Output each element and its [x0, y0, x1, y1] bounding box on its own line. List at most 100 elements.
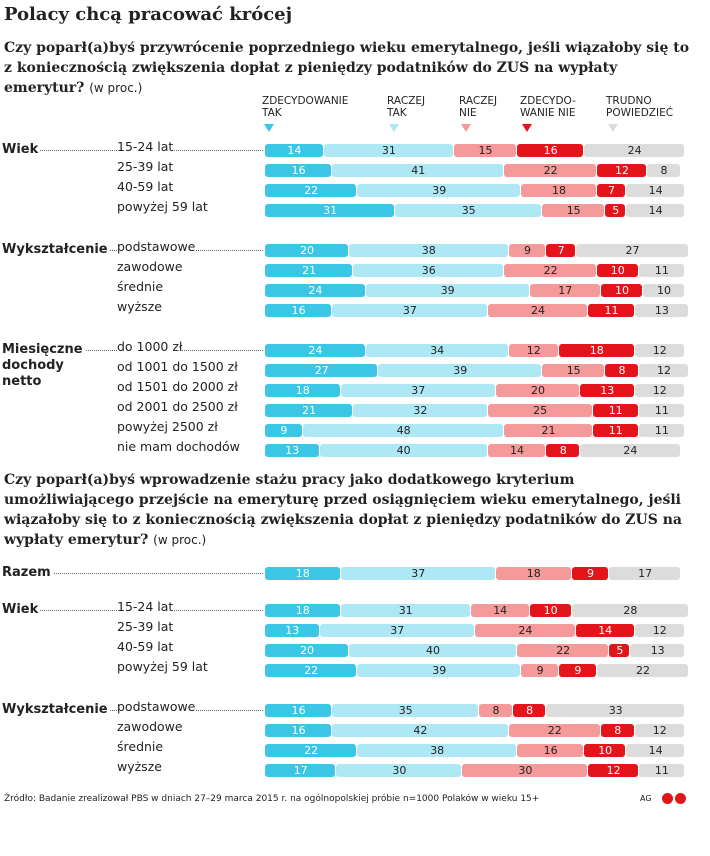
bar-segment	[517, 644, 609, 657]
value-label: 17	[558, 284, 573, 297]
question-text: Czy poparł(a)byś wprowadzenie stażu prac…	[4, 472, 682, 548]
value-label: 10	[598, 744, 613, 757]
value-label: 12	[615, 164, 629, 177]
value-label: 8	[614, 724, 622, 737]
value-label: 14	[493, 604, 508, 617]
bar-segment	[378, 364, 542, 377]
value-label: 28	[623, 604, 638, 617]
value-label: 25	[533, 404, 548, 417]
value-label: 16	[291, 704, 306, 717]
unit-note: (w proc.)	[153, 533, 207, 547]
bar-segment	[340, 567, 495, 580]
bar-segment	[365, 284, 529, 297]
bar-segment	[332, 164, 504, 177]
bar-segment	[521, 664, 558, 677]
value-label: 24	[623, 444, 638, 457]
category-label: od 2001 do 2500 zł	[117, 399, 238, 414]
category-label: średnie	[117, 739, 164, 754]
value-label: 37	[402, 304, 417, 317]
bar-segment	[265, 204, 395, 217]
category-label: od 1501 do 2000 zł	[117, 379, 238, 394]
value-label: 31	[398, 604, 413, 617]
value-label: 37	[411, 567, 426, 580]
value-label: 9	[536, 664, 544, 677]
bar-segment	[559, 344, 634, 357]
value-label: 36	[421, 264, 436, 277]
category-label: 40-59 lat	[117, 179, 174, 194]
value-label: 35	[461, 204, 476, 217]
bar-segment	[487, 404, 592, 417]
value-label: 18	[589, 344, 604, 357]
value-label: 13	[650, 644, 665, 657]
category-label: nie mam dochodów	[117, 439, 240, 454]
value-label: 39	[453, 364, 468, 377]
legend-marker	[608, 124, 618, 132]
bar-segment	[580, 444, 680, 457]
bar-segment	[504, 424, 592, 437]
value-label: 22	[543, 164, 558, 177]
bar-segment	[265, 604, 340, 617]
value-label: 18	[552, 184, 566, 197]
legend-marker	[522, 124, 532, 132]
bar-segment	[634, 304, 689, 317]
bar-segment	[508, 244, 546, 257]
bar-segment	[571, 567, 609, 580]
value-label: 15	[566, 364, 581, 377]
value-label: 9	[280, 424, 288, 437]
value-label: 11	[608, 424, 623, 437]
bar-segment	[512, 704, 546, 717]
legend-label: ZDECYDO- WANIE NIE	[520, 95, 576, 119]
value-label: 13	[600, 384, 615, 397]
value-label: 18	[295, 384, 310, 397]
category-label: wyższe	[117, 759, 162, 774]
category-label: 25-39 lat	[117, 159, 174, 174]
bar-segment	[496, 567, 571, 580]
value-label: 8	[618, 364, 626, 377]
bar-segment	[638, 404, 684, 417]
value-label: 7	[608, 184, 615, 197]
bar-segment	[559, 664, 596, 677]
bar-segment	[319, 444, 487, 457]
value-label: 40	[426, 644, 440, 657]
bar-segment	[575, 624, 634, 637]
value-label: 30	[518, 764, 533, 777]
value-label: 5	[616, 644, 624, 657]
bar-segment	[634, 384, 684, 397]
bar-segment	[529, 604, 571, 617]
value-label: 7	[557, 244, 565, 257]
bar-segment	[546, 704, 684, 717]
value-label: 14	[287, 144, 302, 157]
logo	[675, 793, 686, 804]
bar-segment	[265, 144, 323, 157]
legend-label: ZDECYDOWANIE TAK	[262, 95, 349, 119]
value-label: 41	[411, 164, 426, 177]
bar-segment	[575, 244, 689, 257]
bar-segment	[265, 704, 332, 717]
value-label: 14	[510, 444, 524, 457]
group-label: Wiek	[2, 142, 41, 158]
value-label: 9	[587, 567, 594, 580]
category-label: do 1000 zł	[117, 339, 183, 354]
value-label: 22	[636, 664, 650, 677]
bar-segment	[588, 304, 634, 317]
value-label: 39	[432, 184, 447, 197]
page-title: Polacy chcą pracować krócej	[4, 4, 293, 25]
bar-segment	[605, 364, 638, 377]
value-label: 24	[518, 624, 533, 637]
bar-segment	[265, 364, 378, 377]
bar-segment	[496, 384, 579, 397]
value-label: 21	[302, 264, 317, 277]
value-label: 30	[392, 764, 407, 777]
value-label: 11	[654, 764, 669, 777]
bar-segment	[626, 744, 684, 757]
bar-segment	[542, 364, 605, 377]
value-label: 48	[396, 424, 411, 437]
bar-segment	[601, 284, 642, 297]
value-label: 15	[478, 144, 493, 157]
value-label: 22	[304, 184, 319, 197]
bar-segment	[647, 164, 680, 177]
value-label: 18	[295, 604, 310, 617]
bar-segment	[479, 704, 512, 717]
value-label: 16	[291, 724, 306, 737]
